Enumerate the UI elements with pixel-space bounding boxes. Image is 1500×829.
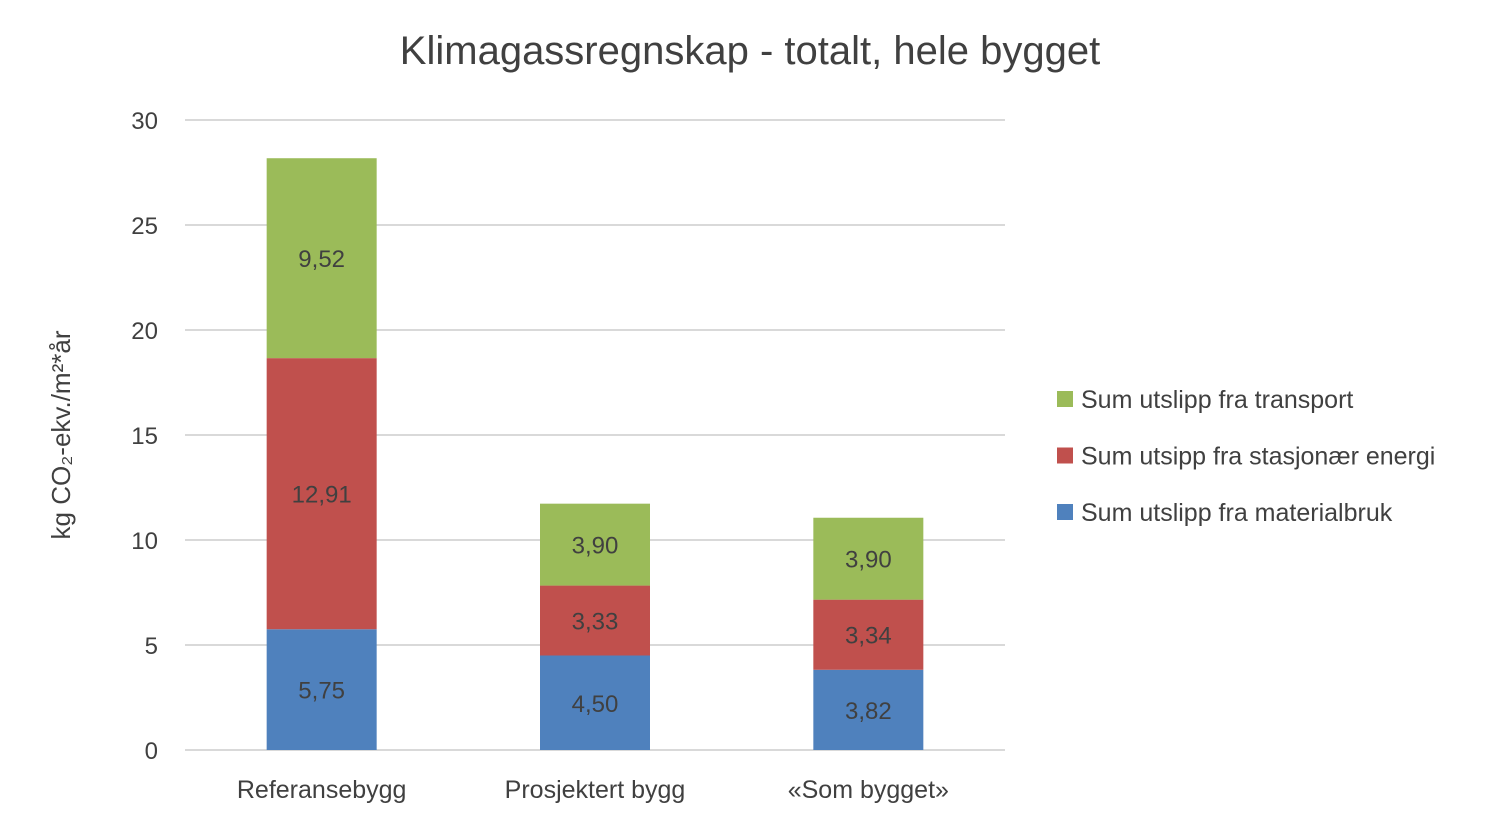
data-label: 5,75 [298, 678, 345, 705]
data-label: 3,90 [845, 547, 892, 574]
legend-swatch [1057, 447, 1073, 464]
legend-item: Sum utslipp fra transport [1057, 386, 1353, 414]
x-tick-label: «Som bygget» [788, 776, 949, 804]
bar-segment [266, 158, 377, 359]
data-label: 3,34 [845, 623, 892, 650]
y-tick-label: 30 [131, 108, 158, 135]
data-label: 9,52 [298, 246, 345, 273]
legend-label: Sum utslipp fra transport [1081, 386, 1353, 414]
bar-segment [540, 503, 650, 586]
bar-segment [813, 517, 924, 600]
data-label: 4,50 [572, 691, 619, 718]
data-label: 3,90 [572, 533, 619, 560]
legend-item: Sum utsipp fra stasjonær energi [1057, 443, 1435, 471]
data-label: 3,82 [845, 698, 892, 725]
bar-segment [813, 669, 924, 750]
legend-swatch [1057, 391, 1073, 407]
x-tick-label: Prosjektert bygg [505, 776, 686, 804]
data-label: 12,91 [292, 482, 352, 509]
data-label: 3,33 [572, 609, 619, 636]
bar-segment [540, 655, 650, 750]
legend-swatch [1057, 504, 1073, 520]
y-tick-label: 20 [131, 318, 158, 345]
bar-segment [813, 599, 924, 670]
legend-item: Sum utslipp fra materialbruk [1057, 499, 1393, 527]
bar-segment [266, 629, 377, 750]
y-tick-label: 10 [131, 528, 158, 555]
y-tick-label: 15 [131, 423, 158, 450]
bar-segment [266, 358, 377, 630]
y-tick-label: 5 [145, 633, 158, 660]
legend-label: Sum utslipp fra materialbruk [1081, 499, 1393, 527]
legend-label: Sum utsipp fra stasjonær energi [1081, 443, 1435, 471]
bar-segment [540, 585, 650, 656]
x-tick-label: Referansebygg [237, 776, 407, 804]
y-tick-label: 0 [145, 738, 158, 765]
chart-title: Klimagassregnskap - totalt, hele bygget [400, 29, 1100, 73]
y-tick-label: 25 [131, 213, 158, 240]
y-axis-label: kg CO₂-ekv./m²*år [46, 330, 76, 539]
